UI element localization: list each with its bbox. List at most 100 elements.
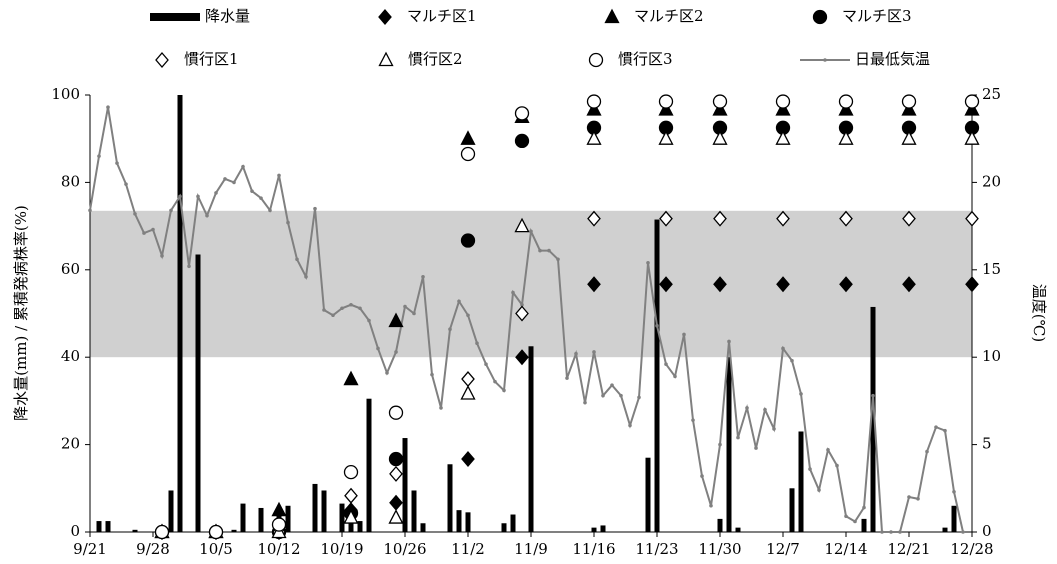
point <box>659 210 673 227</box>
line-point <box>223 177 227 181</box>
point <box>838 94 854 109</box>
line-point <box>250 189 254 193</box>
line-point <box>448 327 452 332</box>
y-tick-label: 0 <box>70 522 80 540</box>
point <box>839 210 853 227</box>
bar <box>528 346 534 532</box>
point <box>713 276 727 293</box>
line-point <box>385 371 389 375</box>
line-point <box>466 313 470 318</box>
line-point <box>475 341 479 346</box>
legend-label: 慣行区1 <box>184 50 239 68</box>
legend-label: 降水量 <box>205 7 250 25</box>
y-axis-label: 降水量(mm) / 累積発病株率(%) <box>12 205 30 421</box>
legend-swatch <box>823 58 827 62</box>
line-point <box>124 182 128 186</box>
line-point <box>556 257 560 262</box>
line-point <box>97 154 101 158</box>
line-point <box>439 406 443 410</box>
point <box>965 276 979 293</box>
legend-swatch <box>812 9 828 25</box>
line-point <box>871 393 875 398</box>
line-point <box>835 463 839 468</box>
bar <box>501 523 507 532</box>
x-tick-label: 10/26 <box>383 540 426 558</box>
line-point <box>331 313 335 318</box>
y2-tick-label: 20 <box>982 172 1001 190</box>
y2-tick-label: 25 <box>982 85 1001 103</box>
point <box>515 349 529 366</box>
point <box>460 130 476 145</box>
point <box>902 210 916 227</box>
legend-swatch <box>378 9 392 25</box>
line-point <box>511 290 515 295</box>
line-point <box>898 530 902 534</box>
point <box>343 509 359 524</box>
legend-label: 日最低気温 <box>855 50 930 68</box>
point <box>776 276 790 293</box>
line-point <box>925 449 929 454</box>
point <box>515 305 529 322</box>
point <box>775 94 791 109</box>
point <box>514 133 530 149</box>
legend-swatch <box>150 13 200 21</box>
line-point <box>502 388 506 393</box>
line-point <box>772 427 776 431</box>
x-tick-label: 12/7 <box>766 540 800 558</box>
line-point <box>529 229 533 234</box>
line-point <box>268 208 272 213</box>
point <box>713 210 727 227</box>
line <box>89 107 964 533</box>
line-point <box>682 332 686 337</box>
line-point <box>187 264 191 269</box>
bar <box>168 490 174 532</box>
bar <box>105 521 111 532</box>
point <box>461 371 475 388</box>
bar <box>591 527 597 532</box>
point <box>587 276 601 293</box>
bar <box>231 529 237 532</box>
bar <box>717 518 723 532</box>
x-tick-label: 10/5 <box>199 540 233 558</box>
line-point <box>430 372 434 377</box>
y-tick-label: 100 <box>51 85 80 103</box>
line-point <box>160 254 164 258</box>
line-point <box>619 393 623 398</box>
point <box>460 385 476 400</box>
legend-label: 慣行区2 <box>408 50 463 68</box>
bar <box>402 438 408 532</box>
bar <box>258 507 264 532</box>
line-point <box>727 339 731 344</box>
line-point <box>664 362 668 366</box>
point <box>964 94 980 109</box>
line-point <box>421 274 425 279</box>
line-point <box>115 161 119 165</box>
line-point <box>133 212 137 216</box>
line-point <box>457 299 461 304</box>
x-tick-label: 9/21 <box>73 540 107 558</box>
line-point <box>196 194 200 199</box>
bar <box>942 527 948 532</box>
bar <box>411 490 417 532</box>
point <box>389 494 403 511</box>
line-point <box>547 248 551 253</box>
point <box>712 94 728 109</box>
point <box>389 465 403 482</box>
point <box>658 94 674 109</box>
line-point <box>367 318 371 323</box>
line-point <box>403 304 407 309</box>
line-point <box>745 406 749 410</box>
point <box>208 524 224 540</box>
bar <box>240 503 246 532</box>
x-tick-label: 11/30 <box>698 540 741 558</box>
y-tick-label: 40 <box>61 347 80 365</box>
line-point <box>169 208 173 213</box>
point <box>343 370 359 386</box>
line-point <box>763 407 767 412</box>
bar <box>600 525 606 532</box>
line-point <box>241 164 245 169</box>
x-tick-label: 10/12 <box>257 540 300 558</box>
line-point <box>583 400 587 405</box>
line-point <box>637 395 641 400</box>
point <box>965 210 979 227</box>
